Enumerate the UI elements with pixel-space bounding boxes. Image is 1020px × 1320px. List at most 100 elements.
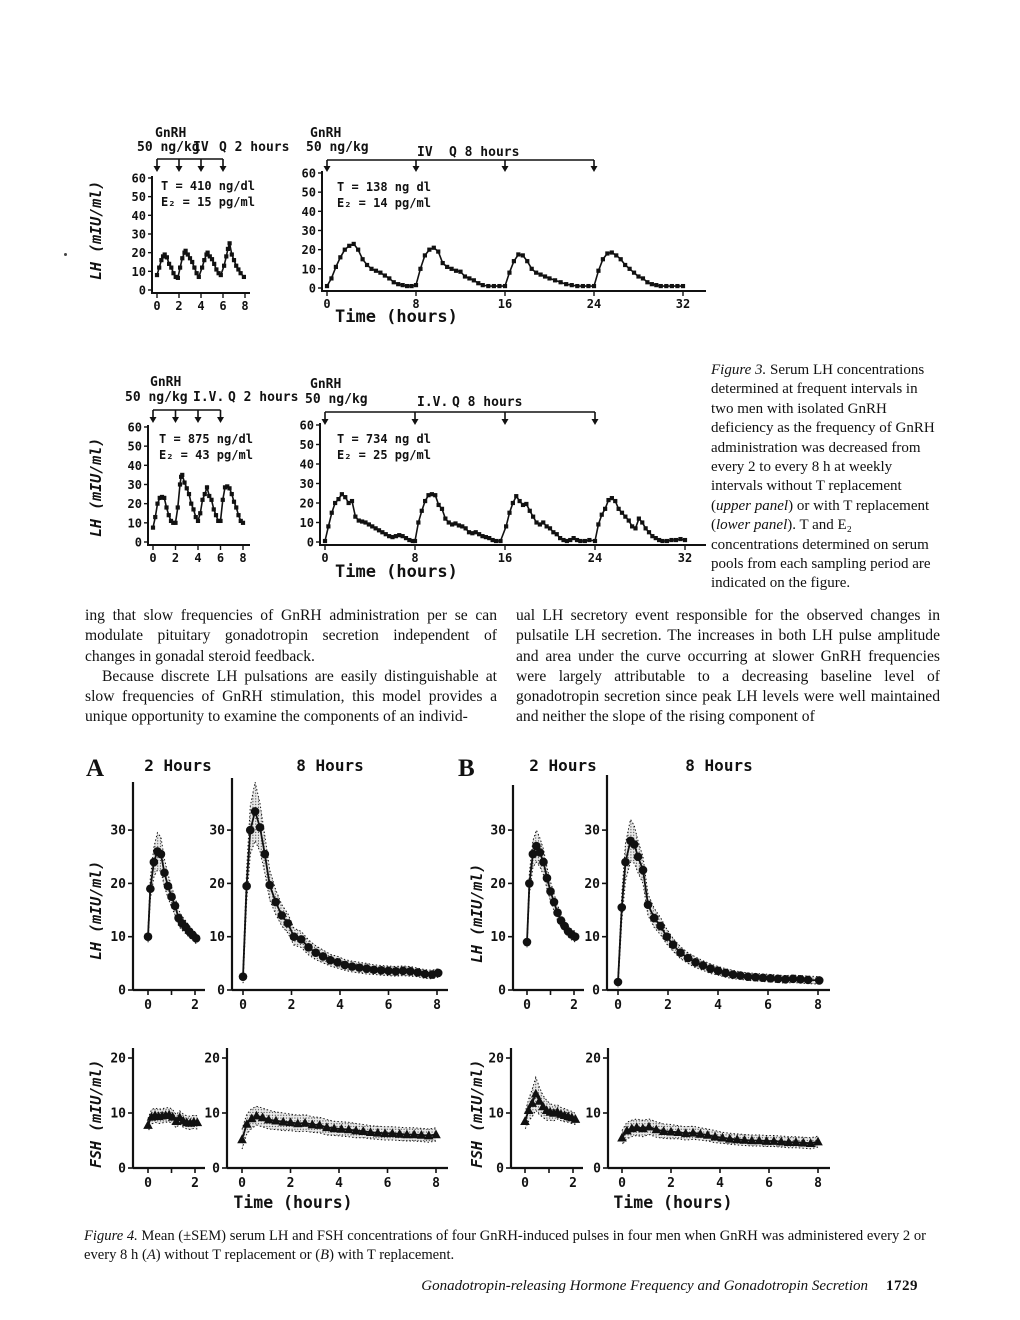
- data-point-square: [238, 271, 243, 276]
- data-point-square: [600, 257, 605, 262]
- y-tick-label: 10: [488, 1107, 504, 1122]
- y-tick-label: 30: [300, 477, 314, 491]
- data-point-triangle: [373, 1127, 383, 1137]
- data-point-circle: [668, 940, 678, 949]
- y-tick-label: 10: [110, 1107, 126, 1122]
- data-point-triangle: [520, 1116, 530, 1126]
- data-point-triangle: [534, 1095, 545, 1105]
- data-point-square: [220, 497, 225, 502]
- data-point-circle: [340, 960, 350, 970]
- data-point-triangle: [380, 1128, 390, 1138]
- data-point-square: [175, 275, 180, 280]
- sem-lower-outline: [241, 1124, 437, 1150]
- data-point-square: [443, 516, 448, 521]
- data-point-circle: [549, 897, 559, 907]
- data-point-square: [382, 273, 387, 278]
- data-point-square: [202, 491, 207, 497]
- data-point-square: [418, 266, 423, 271]
- data-point-square: [150, 525, 156, 530]
- data-point-square: [476, 281, 481, 286]
- data-point-square: [207, 493, 212, 499]
- data-point-square: [640, 276, 646, 281]
- fig3-route: IV: [193, 140, 209, 155]
- x-tick-label: 0: [238, 1176, 246, 1191]
- y-tick-label: 20: [132, 246, 146, 260]
- data-point-square: [231, 258, 237, 263]
- data-point-square: [391, 280, 396, 285]
- data-point-circle: [629, 840, 639, 849]
- data-point-triangle: [431, 1129, 441, 1139]
- data-point-square: [650, 534, 655, 539]
- data-point-square: [658, 283, 663, 289]
- data-point-circle: [326, 955, 335, 965]
- y-tick-label: 10: [585, 1107, 601, 1122]
- data-point-circle: [260, 849, 270, 859]
- data-point-square: [609, 496, 614, 501]
- fig3-lower-time-label: Time (hours): [335, 562, 458, 582]
- y-tick-label: 20: [128, 497, 142, 511]
- dose-arrow: [217, 417, 224, 423]
- data-point-square: [200, 497, 205, 502]
- lh-series-line: [324, 493, 686, 542]
- fig4-chart-b-lh-2: 0 10 20 30 0 2: [490, 785, 584, 1013]
- x-tick-label: 4: [197, 299, 204, 313]
- x-tick-label: 2: [288, 998, 296, 1013]
- data-point-circle: [355, 963, 364, 972]
- dose-arrow: [411, 419, 419, 425]
- fig3-route: I.V.: [417, 395, 448, 410]
- y-tick-label: 10: [110, 930, 126, 945]
- data-point-square: [333, 500, 338, 506]
- data-point-triangle: [402, 1129, 412, 1139]
- data-point-square: [582, 538, 587, 544]
- data-point-square: [193, 514, 198, 520]
- data-point-square: [450, 522, 455, 527]
- data-point-circle: [525, 879, 534, 888]
- data-point-square: [460, 524, 465, 529]
- data-point-circle: [535, 848, 545, 857]
- data-point-circle: [398, 966, 408, 976]
- x-tick-label: 0: [144, 1176, 152, 1191]
- data-point-square: [383, 532, 388, 537]
- y-tick-label: 10: [204, 1107, 220, 1122]
- data-point-square: [400, 534, 405, 539]
- data-point-circle: [621, 857, 630, 867]
- data-point-circle: [170, 901, 180, 911]
- data-point-square: [462, 274, 468, 279]
- data-point-triangle: [416, 1130, 427, 1139]
- data-point-square: [605, 251, 610, 256]
- x-tick-label: 2: [570, 998, 578, 1013]
- data-point-circle: [369, 965, 379, 975]
- data-point-square: [412, 538, 418, 544]
- page-number: 1729: [886, 1278, 918, 1294]
- data-point-square: [184, 486, 189, 491]
- data-point-square: [227, 486, 232, 491]
- fig3-lower-ylabel: LH (mIU/ml): [87, 438, 105, 537]
- data-point-square: [189, 501, 194, 506]
- data-point-circle: [255, 823, 265, 832]
- data-point-square: [453, 268, 459, 273]
- data-point-square: [618, 257, 623, 262]
- data-point-square: [445, 264, 450, 270]
- data-point-circle: [743, 972, 753, 981]
- data-point-square: [209, 497, 214, 502]
- data-point-square: [527, 508, 532, 513]
- y-tick-label: 30: [209, 824, 225, 839]
- x-tick-label: 6: [219, 299, 226, 313]
- x-tick-label: 0: [323, 297, 330, 311]
- sem-upper-outline: [242, 781, 439, 971]
- data-point-triangle: [717, 1132, 728, 1142]
- sem-upper-outline: [524, 1075, 576, 1114]
- fig3-freq: Q 8 hours: [452, 395, 522, 410]
- data-point-square: [336, 497, 341, 502]
- data-point-square: [569, 283, 574, 288]
- data-point-square: [619, 510, 625, 515]
- data-point-triangle: [358, 1126, 369, 1135]
- data-point-square: [426, 493, 431, 498]
- data-point-square: [471, 278, 476, 283]
- data-point-square: [155, 501, 160, 506]
- data-point-circle: [814, 976, 824, 985]
- data-point-circle: [570, 932, 580, 941]
- data-point-square: [356, 247, 361, 252]
- data-point-square: [547, 276, 552, 281]
